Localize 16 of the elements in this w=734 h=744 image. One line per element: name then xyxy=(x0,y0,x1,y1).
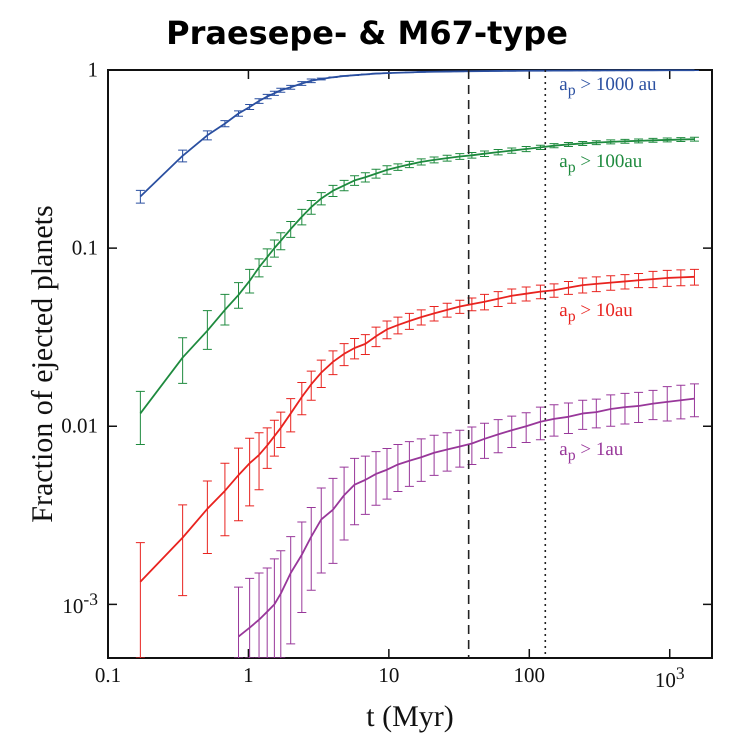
y-tick-label: 0.1 xyxy=(72,236,98,260)
series-label: a$_{p}$ > 100au xyxy=(559,150,642,176)
chart-title: Praesepe- & M67-type xyxy=(165,13,569,54)
y-axis-title: Fraction of ejected planets xyxy=(26,205,59,523)
y-tick-label: 1 xyxy=(88,57,98,82)
series-label: a$_{p}$ > 10au xyxy=(559,300,633,326)
y-tick-label: 0.01 xyxy=(61,414,98,438)
x-tick-label: 10$^{3}$ xyxy=(654,663,685,692)
x-tick-label: 100 xyxy=(514,663,546,688)
x-tick-label: 10 xyxy=(378,663,400,688)
series-label: a$_{p}$ > 1000 au xyxy=(559,74,657,100)
y-tick-label: 10$^{-3}$ xyxy=(62,589,98,618)
series-label: a$_{p}$ > 1au xyxy=(559,439,624,464)
x-axis-title: t (Myr) xyxy=(366,700,454,733)
x-tick-label: 1 xyxy=(243,663,254,688)
x-tick-label: 0.1 xyxy=(94,663,122,688)
